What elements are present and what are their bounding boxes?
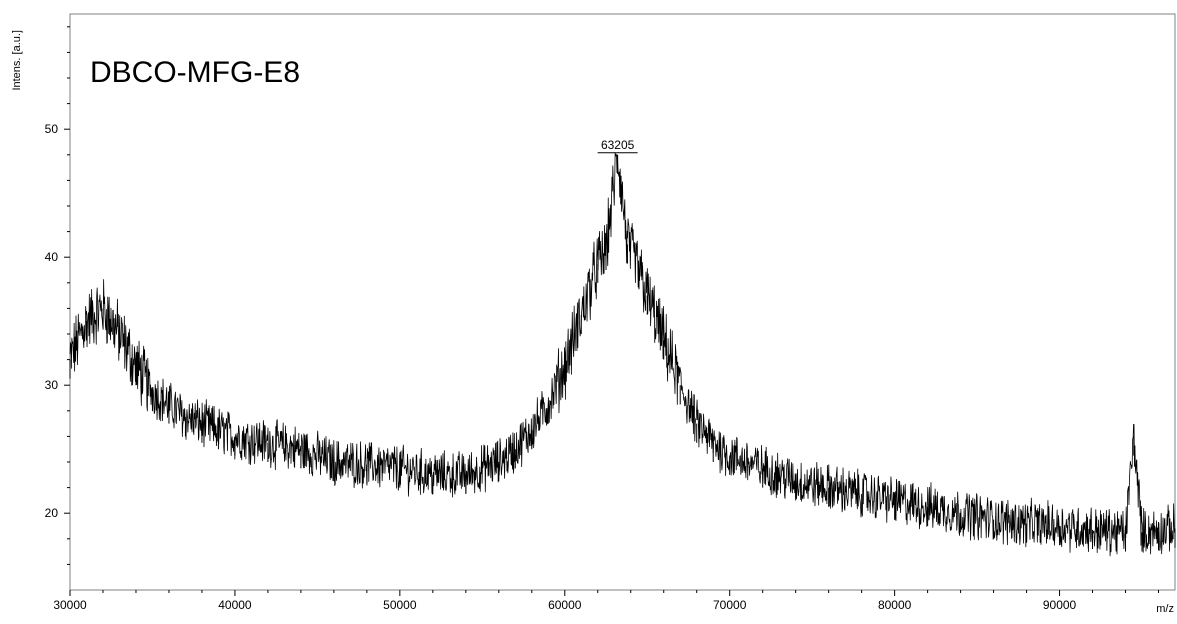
x-axis-title: m/z [1156,603,1174,615]
chart-title: DBCO-MFG-E8 [90,56,300,89]
series-group [69,152,1176,557]
y-tick-label: 50 [45,122,59,136]
annotations: 63205 [597,138,638,154]
y-axis-title: Intens. [a.u.] [11,30,23,91]
x-tick-label: 50000 [383,598,417,612]
peak-label: 63205 [601,138,635,152]
x-tick-label: 40000 [218,598,252,612]
x-tick-label: 70000 [713,598,747,612]
x-tick-label: 80000 [878,598,912,612]
x-tick-label: 30000 [53,598,87,612]
axes [69,13,1176,591]
y-tick-label: 30 [45,378,59,392]
x-tick-label: 90000 [1043,598,1077,612]
x-tick-label: 60000 [548,598,582,612]
y-tick-label: 40 [45,250,59,264]
plot-frame [69,13,1176,591]
y-tick-label: 20 [45,506,59,520]
ticks: 30000 40000 50000 60000 70000 80000 90000 20 30 4… [45,26,1160,612]
spectrum-line [69,152,1175,557]
